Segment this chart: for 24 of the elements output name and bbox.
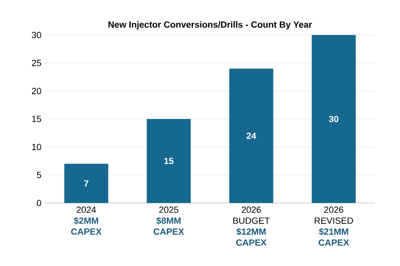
y-tick-label: 10 (32, 144, 42, 150)
data-label: 15 (164, 158, 174, 164)
y-tick-label: 0 (36, 200, 42, 206)
bar (64, 164, 108, 203)
x-tick-label: 2025 (159, 206, 178, 213)
bar (312, 35, 356, 203)
x-tick-label: 2026 BUDGET (233, 206, 270, 224)
y-tick-label: 25 (32, 60, 42, 66)
y-tick-label: 20 (32, 88, 42, 94)
y-tick-label: 15 (32, 116, 42, 122)
x-tick-label: 2024 (76, 206, 96, 213)
text: $12MM CAPEX (236, 228, 267, 246)
data-label: 7 (84, 180, 88, 186)
bar (146, 119, 191, 203)
y-tick-label: 30 (32, 32, 42, 38)
chart-title: New Injector Conversions/Drills - Count By Year (108, 21, 312, 30)
data-label: 24 (246, 132, 256, 139)
text: $21MM CAPEX (318, 228, 350, 246)
text: $8MM CAPEX (154, 217, 184, 235)
data-label: 30 (328, 116, 338, 122)
y-tick-label: 5 (36, 172, 42, 178)
bar (229, 68, 274, 203)
x-tick-label: 2026 REVISED (314, 206, 354, 224)
text: $2MM CAPEX (71, 217, 102, 235)
